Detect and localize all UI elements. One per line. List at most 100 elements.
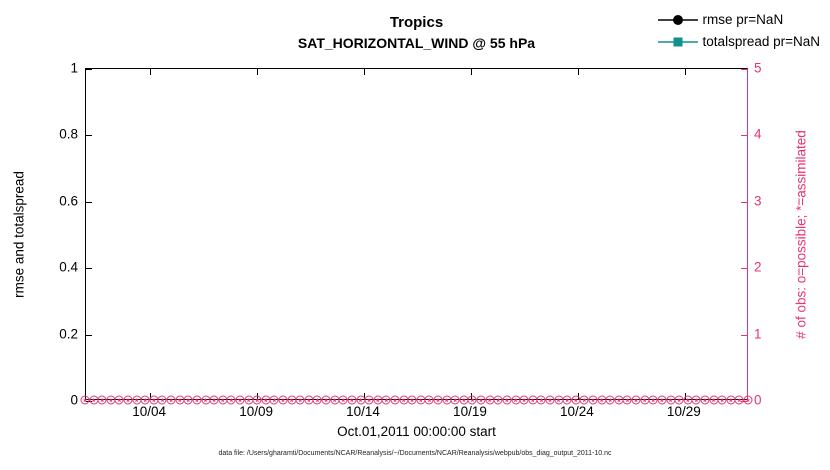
obs-possible-marker [183, 395, 193, 405]
right-y-tick-label: 3 [754, 193, 762, 209]
obs-possible-marker [424, 395, 434, 405]
obs-possible-marker [338, 395, 348, 405]
obs-possible-marker [140, 395, 150, 405]
obs-possible-marker [89, 395, 99, 405]
legend-line-circle-marker [657, 14, 698, 25]
obs-possible-marker [287, 395, 297, 405]
obs-possible-marker [640, 395, 650, 405]
x-tick-label: 10/19 [453, 404, 487, 419]
x-tick-mark [470, 69, 472, 75]
obs-possible-marker [416, 395, 426, 405]
obs-possible-marker [157, 395, 167, 405]
plot-area [85, 68, 748, 402]
right-y-tick-label: 2 [754, 259, 762, 275]
x-tick-label: 10/04 [132, 404, 167, 419]
left-y-tick-mark [86, 69, 92, 70]
right-y-axis-tick-labels: 0 1 2 3 4 5 [754, 61, 794, 408]
obs-possible-marker [631, 395, 641, 405]
obs-possible-marker [450, 395, 460, 405]
x-tick-mark [150, 69, 152, 75]
left-y-tick-mark [86, 135, 92, 137]
obs-possible-marker [192, 395, 202, 405]
legend-item: rmse pr=NaN [657, 12, 820, 27]
obs-possible-marker [278, 395, 288, 405]
obs-possible-marker [683, 395, 693, 405]
obs-possible-marker [536, 395, 546, 405]
obs-possible-marker [674, 395, 684, 405]
chart-title: Tropics [389, 14, 444, 31]
obs-possible-marker [97, 395, 107, 405]
x-tick-label: 10/29 [666, 404, 701, 419]
obs-possible-marker [304, 395, 314, 405]
left-y-tick-label: 0.6 [59, 193, 78, 209]
obs-possible-marker [597, 395, 607, 405]
left-y-tick-mark [86, 201, 92, 203]
obs-possible-marker [407, 395, 417, 405]
obs-possible-marker [622, 395, 632, 405]
chart-title-block: Tropics SAT_HORIZONTAL_WIND @ 55 hPa [85, 14, 748, 52]
right-y-tick-label: 1 [754, 326, 762, 342]
obs-possible-marker [433, 395, 443, 405]
obs-possible-marker [614, 395, 624, 405]
obs-possible-marker [519, 395, 529, 405]
x-tick-label: 10/24 [559, 404, 594, 419]
right-y-tick-mark [741, 135, 747, 137]
right-y-tick-mark [741, 268, 747, 270]
x-tick-mark [684, 69, 686, 75]
obs-possible-marker [545, 395, 555, 405]
obs-possible-marker [588, 395, 598, 405]
right-y-tick-label: 4 [754, 126, 762, 142]
obs-possible-marker [666, 395, 675, 405]
obs-possible-marker [605, 395, 615, 405]
obs-possible-marker [347, 395, 357, 405]
obs-possible-marker [511, 395, 521, 405]
x-tick-mark [364, 393, 366, 399]
obs-possible-marker [269, 395, 279, 405]
x-tick-label: 10/09 [239, 404, 273, 419]
x-tick-mark [257, 69, 259, 75]
obs-possible-marker [295, 395, 305, 405]
legend: rmse pr=NaN totalspread pr=NaN [657, 12, 820, 49]
obs-possible-marker [261, 395, 271, 405]
left-y-tick-mark [86, 268, 92, 270]
x-tick-label: 10/14 [346, 404, 380, 419]
x-tick-mark [577, 69, 579, 75]
legend-item: totalspread pr=NaN [657, 34, 820, 49]
chart-subtitle: SAT_HORIZONTAL_WIND @ 55 hPa [297, 34, 536, 51]
obs-possible-marker [485, 395, 495, 405]
obs-possible-marker [709, 395, 719, 405]
legend-label: rmse pr=NaN [702, 12, 784, 27]
obs-possible-marker [502, 395, 512, 405]
x-axis-label: Oct.01,2011 00:00:00 start [337, 424, 496, 439]
obs-possible-marker [218, 395, 228, 405]
obs-possible-marker [459, 395, 469, 405]
obs-possible-marker [235, 395, 245, 405]
obs-possible-marker [579, 395, 589, 405]
data-file-caption: data file: /Users/gharamti/Documents/NCA… [218, 450, 612, 457]
obs-possible-marker [717, 395, 727, 405]
obs-possible-marker [80, 395, 90, 405]
left-y-axis-label: rmse and totalspread [11, 171, 27, 298]
obs-possible-marker [356, 395, 366, 405]
obs-possible-marker [571, 395, 581, 405]
obs-possible-marker [114, 395, 124, 405]
obs-possible-marker [528, 395, 538, 405]
right-y-tick-mark [741, 334, 747, 336]
obs-possible-marker [364, 395, 374, 405]
obs-possible-marker [554, 395, 564, 405]
obs-possible-marker [201, 395, 211, 405]
obs-possible-marker [700, 395, 710, 405]
obs-possible-marker [244, 395, 254, 405]
right-y-axis-label: # of obs: o=possible; *=assimilated [793, 130, 809, 339]
left-y-axis-tick-labels: 0 0.2 0.4 0.6 0.8 1 [0, 61, 78, 408]
obs-possible-marker [106, 395, 116, 405]
obs-possible-marker [166, 395, 176, 405]
obs-possible-marker [657, 395, 667, 405]
obs-possible-marker [734, 395, 744, 405]
left-y-tick-label: 0.8 [59, 126, 78, 142]
obs-possible-marker [390, 395, 400, 405]
obs-possible-marker [175, 395, 185, 405]
obs-possible-marker [312, 395, 322, 405]
obs-possible-marker [330, 395, 340, 405]
